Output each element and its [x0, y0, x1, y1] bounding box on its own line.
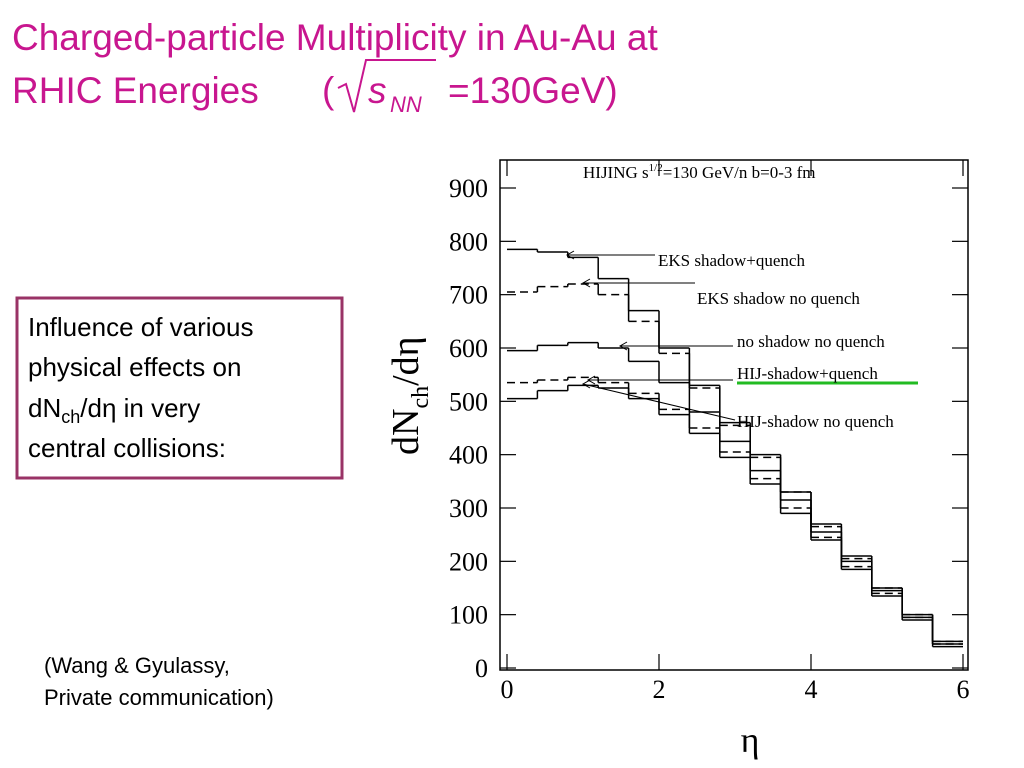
pointer-head [618, 341, 628, 351]
y-tick-label: 100 [449, 601, 488, 630]
y-tick-label: 700 [449, 281, 488, 310]
y-tick-label: 600 [449, 334, 488, 363]
slide-title: RHIC Energies [12, 70, 259, 111]
y-tick-label: 300 [449, 494, 488, 523]
pointer-head [586, 375, 596, 385]
series-label: EKS shadow no quench [697, 289, 860, 308]
series-label: no shadow no quench [737, 332, 885, 351]
formula: =130GeV) [448, 70, 618, 111]
box-text: Influence of various [28, 312, 253, 342]
pointer-head [581, 278, 591, 288]
x-tick-label: 4 [805, 675, 818, 704]
pointer-head [581, 379, 591, 389]
y-tick-label: 0 [475, 654, 488, 683]
box-text: central collisions: [28, 433, 226, 463]
y-tick-label: 800 [449, 227, 488, 256]
formula: NN [390, 92, 422, 117]
series-label: HIJ-shadow no quench [737, 412, 894, 431]
pointer-line [582, 383, 736, 421]
citation: (Wang & Gyulassy, [44, 653, 230, 678]
x-tick-label: 2 [653, 675, 666, 704]
y-axis-label: dNch/dη [385, 336, 434, 455]
x-tick-label: 0 [501, 675, 514, 704]
sqrt-sign [337, 59, 436, 113]
x-axis-label: η [741, 720, 760, 760]
y-tick-label: 500 [449, 387, 488, 416]
plot-frame [499, 159, 969, 671]
series-label: HIJ-shadow+quench [737, 364, 878, 383]
text-box [15, 296, 344, 480]
series-label: EKS shadow+quench [658, 251, 805, 270]
x-tick-label: 6 [957, 675, 970, 704]
formula: ( [322, 70, 335, 111]
formula: s [368, 70, 387, 111]
chart-title: HIJING s1/2=130 GeV/n b=0-3 fm [583, 162, 816, 182]
box-text: dNch/dη in very [28, 393, 200, 427]
y-tick-label: 200 [449, 547, 488, 576]
y-tick-label: 400 [449, 441, 488, 470]
y-tick-label: 900 [449, 174, 488, 203]
slide-title: Charged-particle Multiplicity in Au-Au a… [12, 17, 658, 58]
box-text: physical effects on [28, 352, 241, 382]
citation: Private communication) [44, 685, 274, 710]
pointer-head [565, 250, 575, 260]
